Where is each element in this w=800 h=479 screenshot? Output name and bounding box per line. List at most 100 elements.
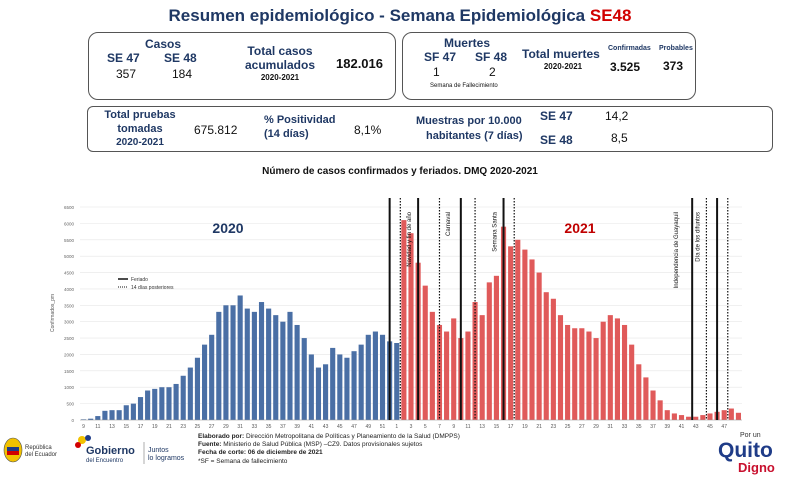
- year-2020-label: 2020: [212, 220, 243, 236]
- y-tick-label: 2500: [64, 336, 75, 341]
- bar: [152, 388, 158, 420]
- gobierno-text-2: del Encuentro: [86, 458, 124, 464]
- bar: [579, 328, 585, 420]
- y-tick-label: 6000: [64, 221, 75, 226]
- bar: [600, 321, 606, 420]
- bar: [244, 308, 250, 420]
- bar: [109, 410, 115, 420]
- legend-feriado-label: Feriado: [131, 277, 148, 283]
- bar: [728, 408, 734, 420]
- casos-se47-value: 357: [116, 67, 137, 81]
- x-tick-label: 13: [109, 424, 115, 430]
- bar: [330, 347, 336, 420]
- bar: [116, 410, 122, 420]
- bar: [209, 334, 215, 420]
- ecuador-text-1: República: [25, 445, 52, 451]
- bar: [280, 321, 286, 420]
- muestras-se48-label: SE 48: [540, 133, 573, 147]
- bar: [187, 367, 193, 420]
- x-tick-label: 23: [551, 424, 557, 430]
- x-tick-label: 39: [664, 424, 670, 430]
- muertes-note: Semana de Fallecimiento: [430, 83, 498, 89]
- bar: [429, 311, 435, 420]
- x-tick-label: 31: [237, 424, 243, 430]
- x-tick-label: 35: [266, 424, 272, 430]
- x-tick-label: 43: [323, 424, 329, 430]
- bar: [137, 397, 144, 420]
- y-tick-label: 4500: [64, 271, 75, 276]
- y-tick-label: 2000: [64, 352, 75, 357]
- title-text: Resumen epidemiológico - Semana Epidemio…: [168, 6, 590, 25]
- x-tick-label: 37: [650, 424, 656, 430]
- bar: [323, 364, 329, 420]
- bar: [408, 233, 414, 420]
- bar: [251, 311, 257, 420]
- x-tick-label: 11: [465, 424, 470, 430]
- bar: [308, 354, 314, 420]
- y-tick-label: 6500: [64, 205, 75, 210]
- bar: [287, 311, 293, 420]
- y-axis-label: Confirmados_pm: [50, 294, 56, 332]
- muertes-sf48-label: SF 48: [475, 50, 508, 64]
- total-casos-value: 182.016: [336, 56, 383, 71]
- casos-card: [88, 32, 396, 100]
- positividad-label-1: % Positividad: [264, 114, 336, 126]
- x-tick-label: 23: [180, 424, 186, 430]
- y-tick-label: 3000: [64, 320, 75, 325]
- bar: [636, 364, 642, 420]
- x-tick-label: 31: [608, 424, 614, 430]
- bar: [493, 275, 499, 420]
- y-tick-label: 0: [71, 418, 74, 423]
- bar: [358, 344, 364, 420]
- footer-line2: Ministerio de Salud Pública (MSP) –CZ9. …: [221, 441, 423, 449]
- x-tick-label: 27: [579, 424, 585, 430]
- x-tick-label: 29: [223, 424, 229, 430]
- x-tick-label: 11: [95, 424, 100, 430]
- gobierno-text-3: Juntos: [148, 447, 169, 454]
- x-tick-label: 15: [123, 424, 129, 430]
- x-tick-label: 45: [707, 424, 713, 430]
- bar: [707, 413, 713, 420]
- footer-source: Elaborado por: Dirección Metropolitana d…: [198, 433, 460, 466]
- bar: [543, 292, 549, 420]
- muestras-se47-label: SE 47: [540, 109, 573, 123]
- quito-logo: Por un Quito Digno: [718, 432, 775, 475]
- bar: [344, 357, 350, 420]
- bar: [643, 377, 649, 420]
- muestras-label-2: habitantes (7 días): [426, 130, 523, 142]
- muertes-sf48-value: 2: [489, 65, 496, 79]
- bar: [159, 387, 165, 420]
- bar: [693, 416, 699, 420]
- holiday-annotation: Carnaval: [446, 212, 452, 236]
- bar: [586, 331, 592, 420]
- x-tick-label: 19: [522, 424, 528, 430]
- chart-title: Número de casos confirmados y feriados. …: [262, 166, 538, 177]
- holiday-annotation: Semana Santa: [492, 211, 498, 251]
- muertes-sf47-label: SF 47: [424, 50, 457, 64]
- bar: [180, 375, 186, 420]
- quito-text-1: Por un: [740, 432, 761, 439]
- bar: [451, 318, 457, 420]
- bar: [372, 331, 378, 420]
- x-tick-label: 51: [380, 424, 386, 430]
- bar: [678, 415, 685, 420]
- bar: [444, 331, 450, 420]
- gobierno-text-4: lo logramos: [148, 455, 185, 462]
- holiday-annotation: Independencia de Guayaquil: [674, 212, 680, 288]
- positividad-label-2: (14 días): [264, 128, 309, 140]
- x-tick-label: 33: [622, 424, 628, 430]
- x-tick-label: 35: [636, 424, 642, 430]
- x-tick-label: 19: [152, 424, 158, 430]
- total-casos-label-2: acumulados: [244, 58, 316, 72]
- holiday-annotation: Navidad y fin de año: [407, 211, 413, 266]
- x-tick-label: 25: [565, 424, 571, 430]
- pruebas-label-1: Total pruebas: [104, 109, 176, 121]
- bar: [735, 412, 742, 420]
- bar: [123, 405, 129, 420]
- bar: [173, 383, 179, 420]
- confirmadas-value: 3.525: [610, 60, 641, 74]
- title-se: SE48: [589, 6, 632, 25]
- total-muertes-label: Total muertes: [522, 47, 600, 61]
- bar: [650, 390, 656, 420]
